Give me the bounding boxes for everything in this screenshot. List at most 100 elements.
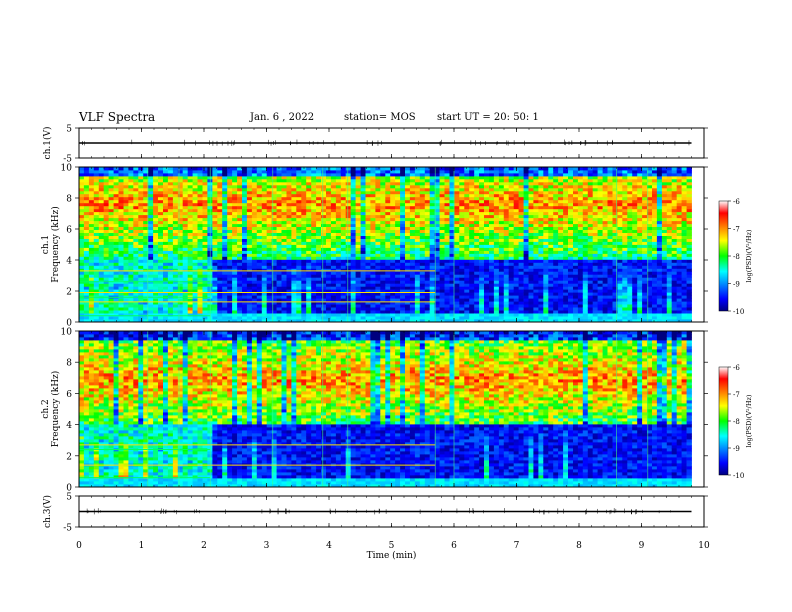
spectrogram-cell [286,259,292,263]
spectrogram-cell [93,238,100,242]
spectrogram-cell [350,223,356,227]
spectrogram-cell [474,271,480,275]
spectrogram-cell [498,175,505,180]
spectrogram-cell [256,253,263,257]
spectrogram-cell [533,307,539,311]
spectrogram-cell [370,211,376,216]
spectrogram-cell [424,184,431,189]
spectrogram-cell [508,187,514,192]
spectrogram-cell [182,313,188,317]
spectrogram-cell [464,241,470,245]
spectrogram-cell [286,241,292,245]
spectrogram-cell [316,286,322,290]
spectrogram-cell [88,196,95,201]
spectrogram-cell [301,268,307,272]
spectrogram-cell [370,190,376,195]
spectrogram-cell [523,262,529,266]
spectrogram-cell [513,196,519,201]
spectrogram-cell [93,175,100,180]
spectrogram-cell [177,259,184,263]
spectrogram-cell [429,280,435,284]
spectrogram-cell [251,298,258,302]
spectrogram-cell [330,268,337,272]
spectrogram-cell [409,286,416,290]
spectrogram-cell [459,184,465,189]
spectrogram-cell [335,310,342,314]
spectrogram-cell [172,173,179,177]
spectrogram-cell [296,178,302,183]
spectrogram-cell [484,217,490,222]
spectrogram-cell [158,283,164,287]
spectrogram-cell [444,259,450,263]
spectrogram-cell [360,286,366,290]
spectrogram-cell [306,250,312,254]
spectrogram-cell [340,247,347,251]
spectrogram-cell [128,286,134,290]
spectrogram-cell [498,292,505,296]
spectrogram-cell [503,247,510,251]
spectrogram-cell [276,271,282,275]
spectrogram-cell [256,229,263,233]
spectrogram-cell [266,253,272,257]
spectrogram-cell [242,217,248,222]
spectrogram-cell [370,235,376,239]
spectrogram-cell [434,244,440,248]
spectrogram-cell [306,238,312,242]
spectrogram-cell [454,292,460,296]
spectrogram-cell [459,235,465,239]
spectrogram-cell [281,241,287,245]
spectrogram-cell [202,307,208,311]
spectrogram-cell [326,295,332,299]
spectrogram-cell [251,167,258,171]
spectrogram-cell [98,217,105,222]
spectrogram-cell [424,199,431,204]
spectrogram-cell [311,178,317,183]
spectrogram-cell [276,196,282,201]
y-tick-label: 5 [66,125,72,135]
spectrogram-cell [246,199,253,204]
spectrogram-cell [192,304,198,308]
spectrogram-cell [484,181,490,186]
spectrogram-cell [321,262,327,266]
spectrogram-cell [143,181,149,186]
spectrogram-cell [118,247,124,251]
spectrogram-cell [365,196,371,201]
spectrogram-cell [276,274,282,278]
spectrogram-cell [296,313,302,317]
spectrogram-cell [246,262,253,266]
spectrogram-cell [242,184,248,189]
spectrogram-cell [143,217,149,222]
spectrogram-cell [296,202,302,207]
spectrogram-cell [251,175,258,180]
spectrogram-cell [459,280,465,284]
spectrogram-cell [434,298,440,302]
spectrogram-cell [217,196,223,201]
spectrogram-cell [459,238,465,242]
spectrogram-cell [88,262,95,266]
spectrogram-cell [306,181,312,186]
spectrogram-cell [355,173,361,177]
spectrogram-cell [79,238,85,242]
spectrogram-cell [350,175,356,180]
spectrogram-cell [232,187,238,192]
spectrogram-cell [197,316,203,320]
spectrogram-cell [232,238,238,242]
y-axis-label: ch.1(V) [42,127,53,160]
spectrogram-cell [484,250,490,254]
spectrogram-cell [261,307,268,311]
spectrogram-cell [301,274,307,278]
spectrogram-cell [128,244,134,248]
spectrogram-cell [469,241,475,245]
spectrogram-cell [375,226,381,230]
spectrogram-cell [266,211,272,216]
spectrogram-cell [266,262,272,266]
spectrogram-cell [503,319,510,323]
spectrogram-cell [395,253,401,257]
spectrogram-cell [281,268,287,272]
spectrogram-cell [222,217,228,222]
spectrogram-cell [79,301,85,305]
spectrogram-cell [419,199,426,204]
spectrogram-cell [98,214,105,219]
spectrogram-cell [479,187,485,192]
spectrogram-cell [400,190,406,195]
